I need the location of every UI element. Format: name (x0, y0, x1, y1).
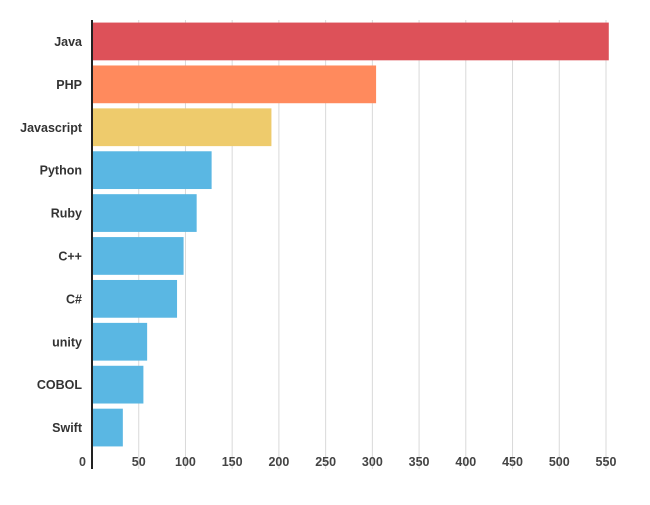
category-label: C# (66, 292, 82, 306)
x-tick-label: 100 (175, 455, 196, 469)
bar-c- (92, 279, 178, 318)
x-tick-label: 150 (222, 455, 243, 469)
x-tick-label: 500 (549, 455, 570, 469)
bar-swift (92, 408, 123, 447)
category-label: Python (40, 164, 82, 178)
bar-python (92, 151, 212, 190)
bar-java (92, 22, 609, 61)
bar-layer (92, 22, 609, 447)
x-tick-label: 350 (409, 455, 430, 469)
bar-javascript (92, 108, 272, 147)
bar-php (92, 65, 377, 104)
x-tick-label: 450 (502, 455, 523, 469)
category-label: Javascript (20, 121, 83, 135)
category-label: Java (54, 35, 83, 49)
x-tick-label: 0 (79, 455, 86, 469)
x-tick-label: 300 (362, 455, 383, 469)
x-tick-label: 50 (132, 455, 146, 469)
category-label: COBOL (37, 378, 83, 392)
category-label: Swift (52, 421, 83, 435)
bar-unity (92, 322, 148, 361)
category-label: unity (52, 335, 82, 349)
category-label: C++ (58, 249, 82, 263)
x-tick-label: 200 (268, 455, 289, 469)
x-tick-label: 250 (315, 455, 336, 469)
label-layer: 0 50 100 150 200 250 300 350 400 450 500 550 Java PHP… (20, 35, 616, 469)
x-tick-label: 400 (455, 455, 476, 469)
bar-c- (92, 237, 184, 275)
bar-ruby (92, 194, 197, 232)
x-tick-label: 550 (596, 455, 617, 469)
category-label: PHP (56, 78, 82, 92)
bar-cobol (92, 365, 144, 404)
category-label: Ruby (51, 207, 82, 221)
